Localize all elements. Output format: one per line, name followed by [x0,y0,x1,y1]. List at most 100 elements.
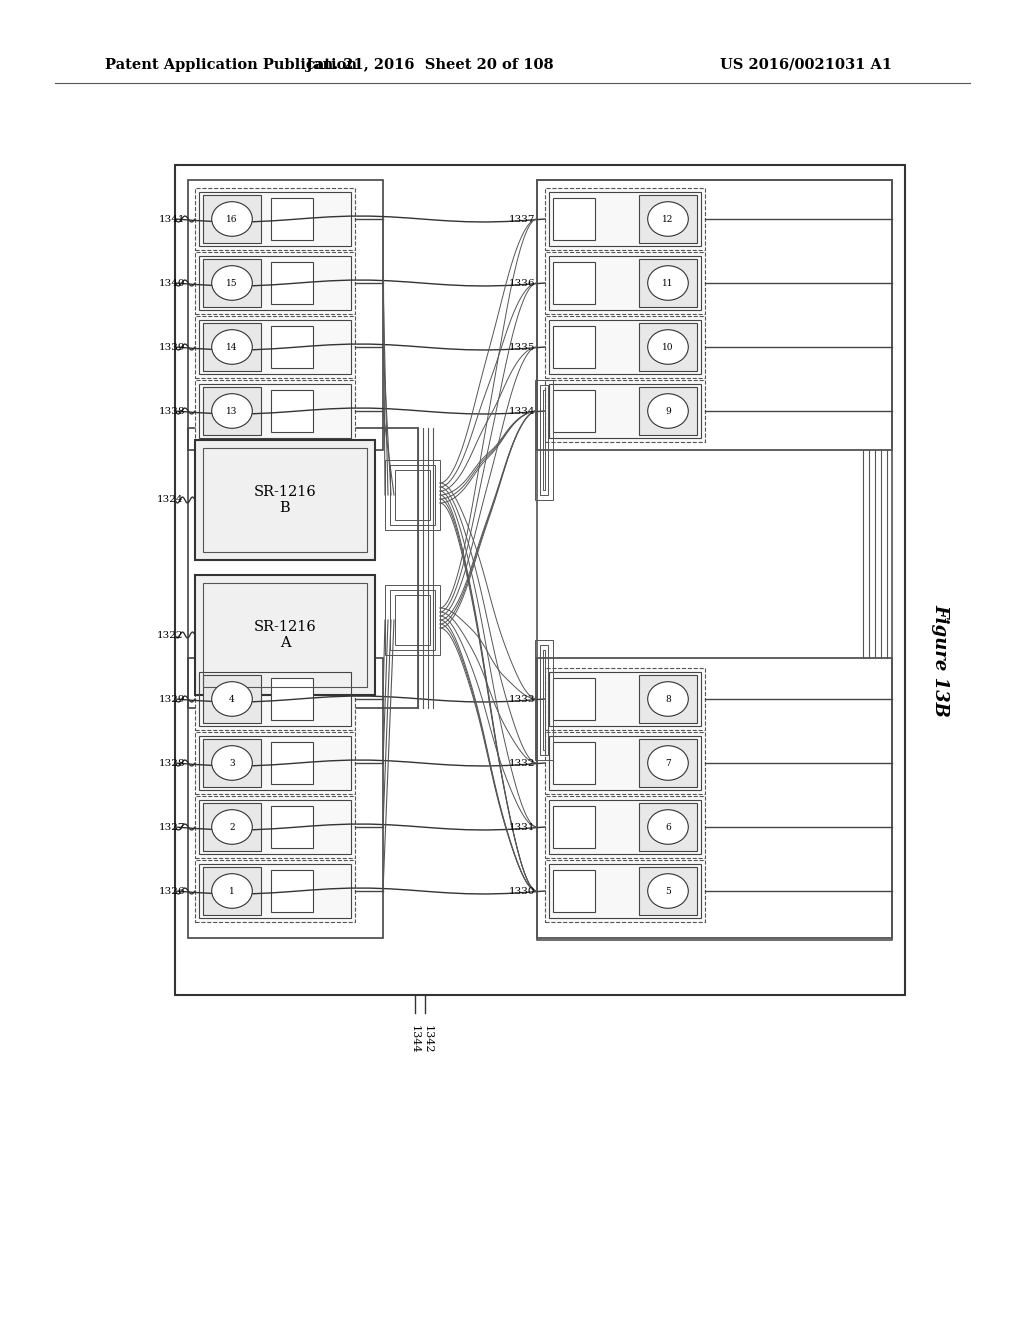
Bar [639,259,697,308]
Text: 1337: 1337 [509,214,535,223]
Bar [385,459,440,531]
Bar [553,870,595,912]
Text: 1338: 1338 [159,407,185,416]
Ellipse shape [212,202,252,236]
Bar [390,465,435,525]
Bar [199,191,351,246]
Bar [639,803,697,851]
Ellipse shape [648,330,688,364]
Text: Figure 13B: Figure 13B [931,603,949,717]
Bar [395,470,430,520]
Ellipse shape [648,681,688,717]
Bar [188,657,383,939]
Bar [639,867,697,915]
Text: SR-1216
A: SR-1216 A [254,620,316,651]
Bar [553,807,595,847]
Ellipse shape [212,393,252,428]
Bar [195,380,355,442]
Bar [175,165,905,995]
Bar [549,672,701,726]
Text: 4: 4 [229,694,234,704]
Bar [535,380,553,500]
Bar [195,733,355,795]
Text: 1341: 1341 [159,214,185,223]
Bar [540,645,548,755]
Text: Jan. 21, 2016  Sheet 20 of 108: Jan. 21, 2016 Sheet 20 of 108 [306,58,554,73]
Text: 14: 14 [226,342,238,351]
Ellipse shape [648,265,688,300]
Text: 11: 11 [663,279,674,288]
Bar [395,595,430,645]
Bar [271,678,313,719]
Bar [199,256,351,310]
Text: 1329: 1329 [159,694,185,704]
Bar [549,800,701,854]
Text: 3: 3 [229,759,234,767]
Bar [549,737,701,789]
Text: 15: 15 [226,279,238,288]
Bar [195,187,355,249]
Bar [553,678,595,719]
Bar [540,385,548,495]
Bar [271,198,313,240]
Text: 7: 7 [666,759,671,767]
Bar [271,870,313,912]
Bar [203,675,261,723]
Text: 1333: 1333 [509,694,535,704]
Bar [537,180,892,940]
Bar [549,865,701,917]
Bar [545,252,705,314]
Text: 16: 16 [226,214,238,223]
Bar [203,387,261,436]
Text: 1332: 1332 [509,759,535,767]
Bar [639,675,697,723]
Ellipse shape [648,874,688,908]
Bar [553,389,595,432]
Text: 1340: 1340 [159,279,185,288]
Bar [549,384,701,438]
Bar [203,739,261,787]
Text: 1344: 1344 [410,1026,420,1053]
Ellipse shape [648,202,688,236]
Bar [188,428,418,708]
Bar [203,867,261,915]
Text: 1335: 1335 [509,342,535,351]
Ellipse shape [212,809,252,845]
Bar [188,180,383,450]
Bar [639,323,697,371]
Text: 5: 5 [665,887,671,895]
Bar [553,198,595,240]
Bar [390,590,435,649]
Bar [195,668,355,730]
Text: 9: 9 [666,407,671,416]
Bar [195,440,375,560]
Bar [545,796,705,858]
Text: 1328: 1328 [159,759,185,767]
Bar [385,585,440,655]
Ellipse shape [212,681,252,717]
Bar [195,576,375,696]
Bar [549,191,701,246]
Bar [543,389,545,490]
Bar [553,326,595,368]
Bar [639,195,697,243]
Bar [203,447,367,552]
Bar [199,384,351,438]
Bar [195,315,355,378]
Bar [537,180,892,450]
Bar [195,861,355,921]
Bar [199,865,351,917]
Bar [545,187,705,249]
Bar [271,389,313,432]
Bar [199,800,351,854]
Bar [543,649,545,750]
Text: 1334: 1334 [509,407,535,416]
Bar [271,326,313,368]
Bar [639,739,697,787]
Text: 1324: 1324 [157,495,183,504]
Bar [545,380,705,442]
Bar [639,387,697,436]
Bar [203,323,261,371]
Ellipse shape [648,746,688,780]
Bar [553,261,595,304]
